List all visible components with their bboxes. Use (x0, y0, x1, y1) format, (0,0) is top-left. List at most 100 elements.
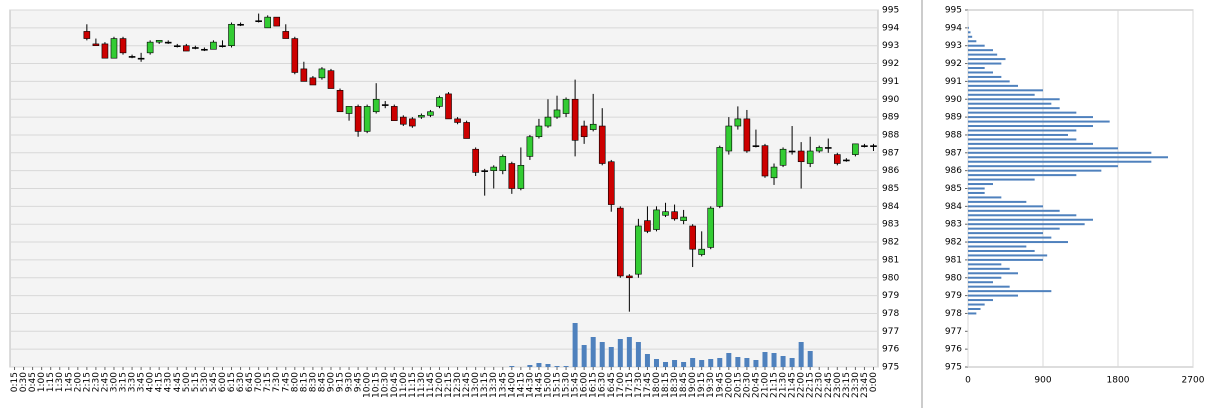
candle-body (128, 56, 136, 58)
candle-body (580, 125, 588, 138)
x-tick-label: 6:15 (227, 372, 237, 392)
x-tick-label: 14:30 (525, 372, 535, 398)
profile-bar (968, 58, 1006, 61)
y-tick-label: 982 (882, 238, 899, 248)
x-tick-label: 19:15 (697, 372, 707, 398)
candle-body (707, 207, 715, 248)
x-tick-label: 20:00 (724, 372, 734, 398)
x-tick-label: 16:45 (607, 372, 617, 398)
profile-bar (968, 312, 977, 315)
candle-body (219, 45, 226, 48)
x-tick-label: 1800 (1107, 376, 1130, 386)
y-tick-label: 990 (945, 95, 962, 105)
x-tick-label: 21:30 (779, 372, 789, 398)
x-tick-label: 11:45 (426, 372, 436, 398)
x-tick-label: 7:15 (263, 372, 273, 392)
y-tick-label: 987 (945, 148, 962, 158)
x-tick-label: 10:00 (363, 372, 373, 398)
volume-bar (807, 351, 813, 367)
x-tick-label: 12:45 (462, 372, 472, 398)
y-tick-label: 986 (945, 166, 962, 176)
x-tick-label: 15:30 (562, 372, 572, 398)
candle-body (164, 41, 172, 44)
candle-body (535, 125, 543, 138)
profile-bar (968, 111, 1077, 114)
profile-bar (968, 299, 993, 302)
x-tick-label: 2:45 (100, 372, 110, 392)
x-tick-label: 14:00 (507, 372, 517, 398)
x-tick-label: 6:30 (236, 372, 246, 392)
volume-bar (644, 354, 650, 367)
x-tick-label: 22:45 (824, 372, 834, 398)
profile-bar (968, 267, 1010, 270)
x-tick-label: 7:00 (254, 372, 264, 392)
candle-body (264, 16, 271, 29)
profile-bar (968, 151, 1152, 154)
profile-bar (968, 272, 1018, 275)
candle-body (273, 16, 281, 27)
candle-body (852, 143, 859, 155)
candle-body (237, 23, 244, 26)
volume-bar (509, 366, 515, 367)
candle-body (544, 116, 552, 127)
profile-bar (968, 205, 1043, 208)
profile-bar (968, 183, 993, 186)
y-tick-label: 983 (882, 220, 899, 230)
x-tick-label: 21:00 (760, 372, 770, 398)
candle-body (318, 68, 326, 79)
profile-bar (968, 214, 1077, 217)
x-tick-label: 16:00 (580, 372, 590, 398)
candle-body (644, 220, 651, 232)
candle-body (119, 38, 127, 54)
profile-bar (968, 290, 1052, 293)
x-tick-label: 9:45 (354, 372, 364, 392)
candle-body (192, 47, 199, 49)
profile-bar (968, 125, 1093, 128)
x-tick-label: 8:00 (290, 372, 300, 392)
y-tick-label: 985 (945, 184, 962, 194)
y-tick-label: 982 (945, 238, 962, 248)
candle-body (445, 93, 452, 120)
x-tick-label: 4:15 (155, 372, 165, 392)
y-tick-label: 995 (882, 6, 899, 16)
x-tick-label: 900 (1034, 376, 1051, 386)
candle-body (797, 150, 805, 163)
profile-bar (968, 84, 1018, 87)
volume-bar (563, 366, 569, 367)
profile-bar (968, 89, 1043, 92)
volume-bar (681, 362, 687, 367)
candle-body (345, 106, 353, 114)
candle-body (427, 111, 434, 116)
volume-bar (581, 345, 587, 367)
volume-bar (753, 360, 759, 367)
profile-bar (968, 62, 1002, 65)
candle-body (183, 45, 190, 52)
candle-body (743, 118, 751, 152)
candle-body (734, 118, 742, 127)
x-tick-label: 0:30 (19, 372, 29, 392)
x-tick-label: 14:15 (516, 372, 526, 398)
candle-body (101, 43, 109, 59)
profile-bar (968, 26, 969, 29)
profile-bar (968, 232, 1043, 235)
candle-body (137, 57, 145, 60)
x-tick-label: 15:00 (543, 372, 553, 398)
x-tick-label: 6:00 (218, 372, 228, 392)
candle-body (327, 70, 335, 89)
candle-body (834, 154, 841, 164)
x-tick-label: 4:00 (146, 372, 156, 392)
candle-body (770, 166, 778, 179)
volume-bar (590, 337, 596, 367)
candle-body (626, 275, 633, 279)
profile-bar (968, 160, 1152, 163)
y-tick-label: 981 (882, 255, 899, 265)
candle-body (354, 106, 362, 132)
x-tick-label: 6:45 (245, 372, 255, 392)
candle-body (698, 248, 705, 255)
candle-body (336, 90, 344, 113)
candle-body (571, 98, 579, 141)
profile-bar (968, 138, 1077, 141)
x-tick-label: 3:15 (119, 372, 129, 392)
candle-body (598, 125, 606, 164)
candle-body (671, 211, 678, 220)
